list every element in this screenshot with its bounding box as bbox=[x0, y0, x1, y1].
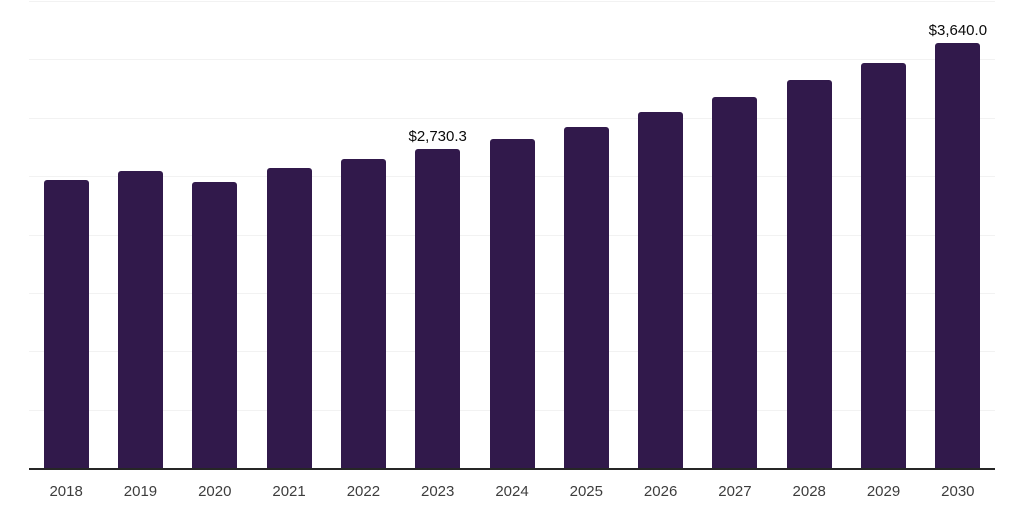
x-tick-label-2021: 2021 bbox=[272, 483, 306, 500]
gridline-4000 bbox=[29, 1, 995, 2]
bar-2021 bbox=[266, 167, 312, 468]
bar-2026 bbox=[638, 111, 684, 468]
bar-2027 bbox=[712, 96, 758, 468]
bar-2025 bbox=[563, 126, 609, 468]
x-tick-label-2028: 2028 bbox=[792, 483, 826, 500]
x-tick-label-2026: 2026 bbox=[643, 483, 678, 500]
bar-2018 bbox=[43, 180, 89, 468]
bar-2030 bbox=[935, 43, 981, 468]
x-tick-label-2020: 2020 bbox=[198, 483, 232, 500]
x-tick-label-2022: 2022 bbox=[346, 483, 381, 500]
x-tick-label-2025: 2025 bbox=[569, 483, 603, 500]
bar-2020 bbox=[192, 181, 238, 468]
plot-area: $2,730.3 $3,640.0 bbox=[29, 1, 995, 470]
x-tick-label-2019: 2019 bbox=[123, 483, 158, 500]
bar-2029 bbox=[861, 62, 907, 468]
bar-2023 bbox=[415, 149, 461, 468]
bar-2028 bbox=[786, 80, 832, 468]
bar-value-label-2023: $2,730.3 bbox=[408, 128, 467, 146]
x-tick-label-2030: 2030 bbox=[941, 483, 975, 500]
x-tick-label-2027: 2027 bbox=[718, 483, 752, 500]
x-tick-label-2029: 2029 bbox=[866, 483, 901, 500]
bar-2024 bbox=[489, 138, 535, 468]
x-tick-label-2023: 2023 bbox=[421, 483, 455, 500]
x-tick-label-2024: 2024 bbox=[495, 483, 529, 500]
x-tick-label-2018: 2018 bbox=[49, 483, 83, 500]
bar-2019 bbox=[117, 170, 163, 468]
bar-2022 bbox=[340, 159, 386, 468]
bar-value-label-2030: $3,640.0 bbox=[928, 22, 988, 40]
gridline-3500 bbox=[29, 59, 995, 61]
gridline-3000 bbox=[29, 117, 995, 119]
